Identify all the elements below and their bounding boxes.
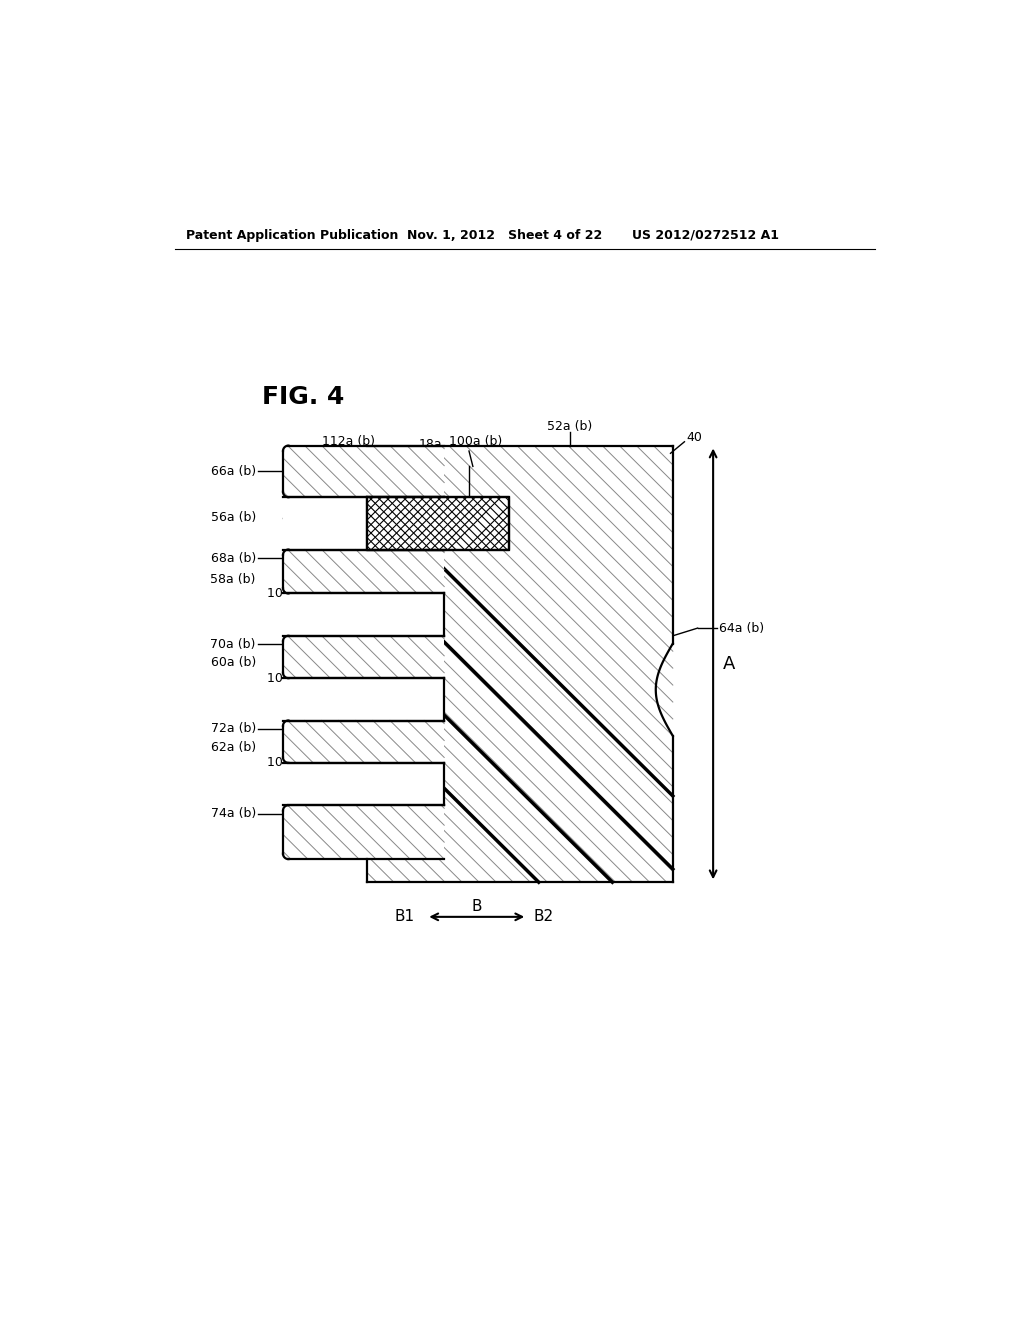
Bar (367, 498, 509, 549)
Text: B1: B1 (394, 909, 415, 924)
Text: 112a (b): 112a (b) (323, 436, 376, 449)
Text: 18a: 18a (419, 438, 442, 451)
Text: 58a (b): 58a (b) (211, 573, 256, 586)
Text: 40: 40 (686, 430, 701, 444)
Bar (283, 549, 444, 594)
Bar (283, 636, 444, 678)
Bar (283, 805, 444, 859)
Text: 66a (b): 66a (b) (211, 465, 256, 478)
Text: 100a (b): 100a (b) (449, 436, 502, 449)
Bar (283, 446, 444, 498)
Text: A: A (722, 655, 735, 673)
Bar (367, 446, 673, 882)
Bar (283, 721, 444, 763)
Text: 104a (b): 104a (b) (267, 672, 321, 685)
Bar (283, 763, 444, 805)
Text: 72a (b): 72a (b) (211, 722, 256, 735)
Text: 64a (b): 64a (b) (719, 622, 764, 635)
Text: FIG. 4: FIG. 4 (262, 385, 344, 409)
Text: Patent Application Publication: Patent Application Publication (186, 228, 398, 242)
Text: B: B (471, 899, 482, 913)
Text: US 2012/0272512 A1: US 2012/0272512 A1 (632, 228, 778, 242)
Text: 102a (b): 102a (b) (267, 587, 321, 601)
Text: B2: B2 (534, 909, 553, 924)
Bar (283, 678, 444, 721)
Text: 62a (b): 62a (b) (211, 741, 256, 754)
Text: 106a (b): 106a (b) (267, 756, 321, 770)
Text: 70a (b): 70a (b) (211, 638, 256, 651)
Text: Nov. 1, 2012   Sheet 4 of 22: Nov. 1, 2012 Sheet 4 of 22 (407, 228, 602, 242)
Bar (283, 498, 444, 549)
Text: 74a (b): 74a (b) (211, 807, 256, 820)
Text: 68a (b): 68a (b) (211, 552, 256, 565)
Text: 56a (b): 56a (b) (211, 511, 256, 524)
Text: 52a (b): 52a (b) (547, 420, 592, 433)
Text: 60a (b): 60a (b) (211, 656, 256, 669)
Bar (283, 594, 444, 636)
